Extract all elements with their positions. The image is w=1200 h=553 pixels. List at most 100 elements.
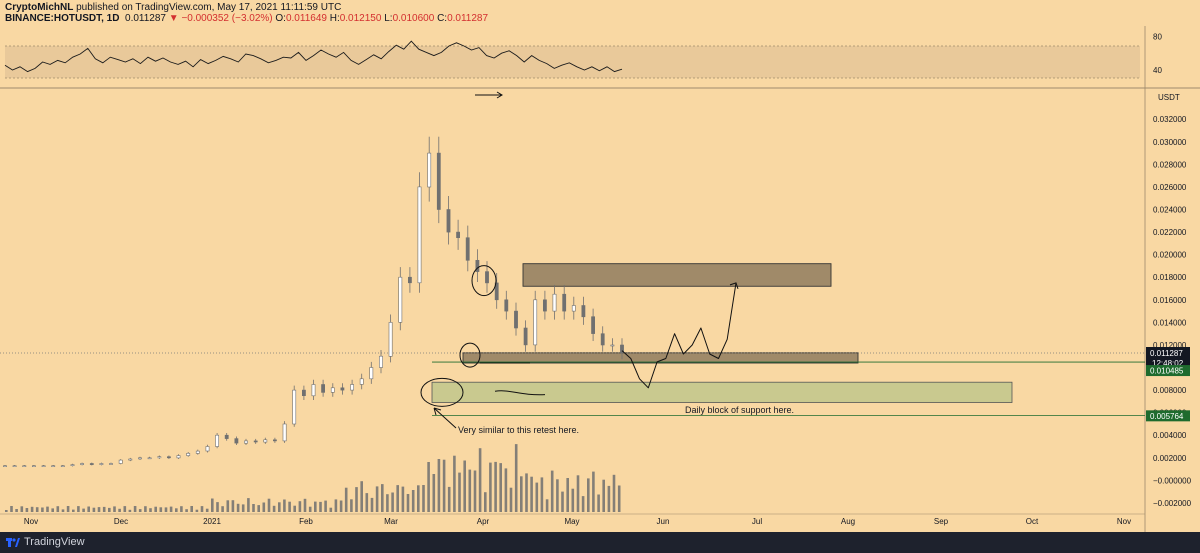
volume-bar xyxy=(221,506,224,512)
price-tick-label: 0.002000 xyxy=(1153,454,1187,463)
volume-bar xyxy=(226,500,230,512)
volume-bar xyxy=(252,504,255,512)
volume-bar xyxy=(72,509,75,512)
volume-bar xyxy=(118,508,121,512)
candle-body xyxy=(350,384,355,391)
candle-body xyxy=(436,152,441,210)
price-tick-label: 0.012000 xyxy=(1153,341,1187,350)
volume-bar xyxy=(180,506,183,512)
candle-body xyxy=(176,455,181,459)
highlight-circle xyxy=(459,342,481,368)
volume-bar xyxy=(293,505,296,512)
candle-body xyxy=(253,440,258,443)
publisher-name[interactable]: CryptoMichNL xyxy=(5,2,74,13)
price-tick-label: 0.004000 xyxy=(1153,431,1187,440)
volume-bar xyxy=(10,506,13,512)
candle-body xyxy=(456,231,461,239)
candle-body xyxy=(22,465,27,468)
close-value: 0.011287 xyxy=(447,13,489,24)
candle-body xyxy=(263,439,268,443)
volume-bar xyxy=(463,460,466,512)
projection-arrowhead xyxy=(729,282,739,290)
volume-bar xyxy=(205,508,209,512)
volume-bar xyxy=(494,461,497,512)
volume-bar xyxy=(169,506,173,512)
published-text: published on TradingView.com, May 17, 20… xyxy=(76,2,342,13)
level-tag xyxy=(1146,365,1190,377)
volume-bar xyxy=(190,506,193,512)
volume-bar xyxy=(82,508,85,512)
symbol-label[interactable]: BINANCE:HOTUSDT, 1D xyxy=(5,13,120,24)
candle-body xyxy=(446,209,451,233)
date-tick-label: Jun xyxy=(657,517,670,526)
candle-body xyxy=(311,384,316,397)
candle-body xyxy=(138,457,142,460)
candle-body xyxy=(99,463,104,465)
date-tick-label: Oct xyxy=(1026,517,1039,526)
axis-unit-label: USDT xyxy=(1158,93,1180,102)
candle-body xyxy=(12,465,17,468)
highlight-circle xyxy=(471,265,497,297)
price-change: ▼ −0.000352 (−3.02%) xyxy=(168,13,273,24)
volume-bar xyxy=(386,494,389,512)
volume-bar xyxy=(514,444,518,512)
volume-bar xyxy=(20,506,24,512)
candle-body xyxy=(494,282,499,301)
date-tick-label: Nov xyxy=(24,517,38,526)
last-price: 0.011287 xyxy=(125,13,166,24)
candle-body xyxy=(272,439,277,442)
last-price-tag-label: 0.011287 xyxy=(1150,349,1183,358)
volume-bar xyxy=(540,477,544,512)
price-tick-label: −0.000000 xyxy=(1153,476,1192,485)
volume-bar xyxy=(149,508,152,512)
volume-bar xyxy=(257,505,260,512)
volume-bar xyxy=(314,501,317,512)
candle-body xyxy=(427,152,432,188)
annotation-arrow xyxy=(433,407,457,429)
candle-body xyxy=(552,293,557,312)
retest-zone-box xyxy=(462,352,859,364)
volume-bar xyxy=(303,498,307,512)
candle-body xyxy=(195,450,200,454)
volume-bar xyxy=(87,506,90,512)
rsi-arrow xyxy=(475,91,503,99)
volume-bar xyxy=(262,502,266,512)
volume-bar xyxy=(350,499,353,512)
volume-bar xyxy=(211,498,214,512)
volume-bar xyxy=(571,488,575,512)
level-tag-label: 0.010485 xyxy=(1150,367,1184,376)
volume-bar xyxy=(185,509,188,512)
candle-body xyxy=(610,344,615,347)
chart-canvas[interactable]: 80 40 0.032000 0.030000 0.028000 0.026000 0.02… xyxy=(0,0,1200,532)
candle-body xyxy=(51,465,56,468)
candle-body xyxy=(398,276,403,323)
volume-bar xyxy=(195,509,199,512)
last-price-tag xyxy=(1146,347,1190,370)
volume-bar xyxy=(138,509,142,512)
volume-bar xyxy=(535,482,539,512)
volume-bar xyxy=(216,502,219,512)
date-tick-label: Mar xyxy=(384,517,398,526)
candle-body xyxy=(301,389,306,397)
candle-body xyxy=(41,465,46,468)
volume-bar xyxy=(108,507,111,512)
ohlc-line: BINANCE:HOTUSDT, 1D 0.011287 ▼ −0.000352… xyxy=(5,13,488,24)
price-tick-label: 0.026000 xyxy=(1153,183,1187,192)
price-tick-label: −0.002000 xyxy=(1153,499,1192,508)
volume-bar xyxy=(417,485,420,512)
candle-body xyxy=(118,459,123,464)
rsi-line xyxy=(4,40,623,73)
volume-bar xyxy=(422,485,425,512)
candle-body xyxy=(31,465,36,468)
volume-bar xyxy=(51,508,54,512)
tradingview-brand[interactable]: TradingView xyxy=(24,536,85,548)
volume-bar xyxy=(478,448,482,512)
volume-bar xyxy=(334,499,338,512)
tradingview-logo-icon[interactable] xyxy=(6,536,20,549)
volume-bar xyxy=(154,506,157,512)
volume-bar xyxy=(520,476,523,512)
date-tick-label: Dec xyxy=(114,517,128,526)
candle-body xyxy=(475,259,480,272)
volume-bar xyxy=(329,507,333,512)
volume-bar xyxy=(344,487,348,512)
